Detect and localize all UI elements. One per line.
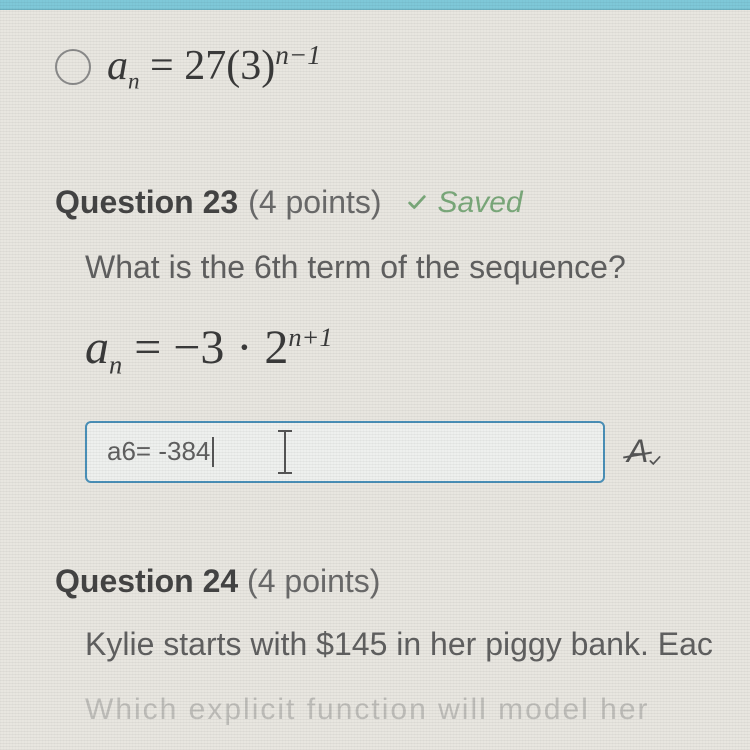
spellcheck-letter: A xyxy=(627,433,648,470)
formula-subscript: n xyxy=(128,67,140,93)
q24-title: Question 24 xyxy=(55,563,238,599)
cutoff-text: Which explicit function will model her xyxy=(85,693,720,727)
text-caret-icon xyxy=(212,437,214,467)
q24-points: (4 points) xyxy=(247,563,380,599)
ibeam-cursor-icon xyxy=(284,430,286,474)
q23-formula: an = −3 · 2n+1 xyxy=(85,320,720,381)
eq-superscript: n+1 xyxy=(288,322,332,352)
q23-title: Question 23 xyxy=(55,184,238,221)
q23-prompt: What is the 6th term of the sequence? xyxy=(85,249,720,286)
answer-input[interactable]: a6= -384 xyxy=(85,421,605,483)
eq-var: a xyxy=(85,321,109,374)
saved-indicator: Saved xyxy=(406,186,523,220)
top-bar xyxy=(0,0,750,10)
answer-value: a6= -384 xyxy=(107,436,210,467)
spellcheck-check-icon xyxy=(646,439,664,476)
formula-superscript: n−1 xyxy=(275,40,321,70)
q22-radio-option[interactable]: an = 27(3)n−1 xyxy=(55,40,720,94)
q24-text: Kylie starts with $145 in her piggy bank… xyxy=(85,626,720,663)
radio-circle-icon[interactable] xyxy=(55,49,91,85)
q23-header: Question 23 (4 points) Saved xyxy=(55,184,720,221)
content-area: an = 27(3)n−1 Question 23 (4 points) Sav… xyxy=(0,10,750,727)
saved-label: Saved xyxy=(438,186,523,220)
q22-formula: an = 27(3)n−1 xyxy=(107,40,321,94)
spellcheck-button[interactable]: A xyxy=(627,433,648,470)
eq-subscript: n xyxy=(109,350,122,380)
eq-body: = −3 · 2 xyxy=(122,321,288,374)
q24-header: Question 24 (4 points) xyxy=(55,563,720,600)
formula-var: a xyxy=(107,43,128,89)
q23-points: (4 points) xyxy=(248,184,381,221)
check-icon xyxy=(406,192,428,214)
answer-row: a6= -384 A xyxy=(85,421,720,483)
formula-body: = 27(3) xyxy=(140,43,276,89)
